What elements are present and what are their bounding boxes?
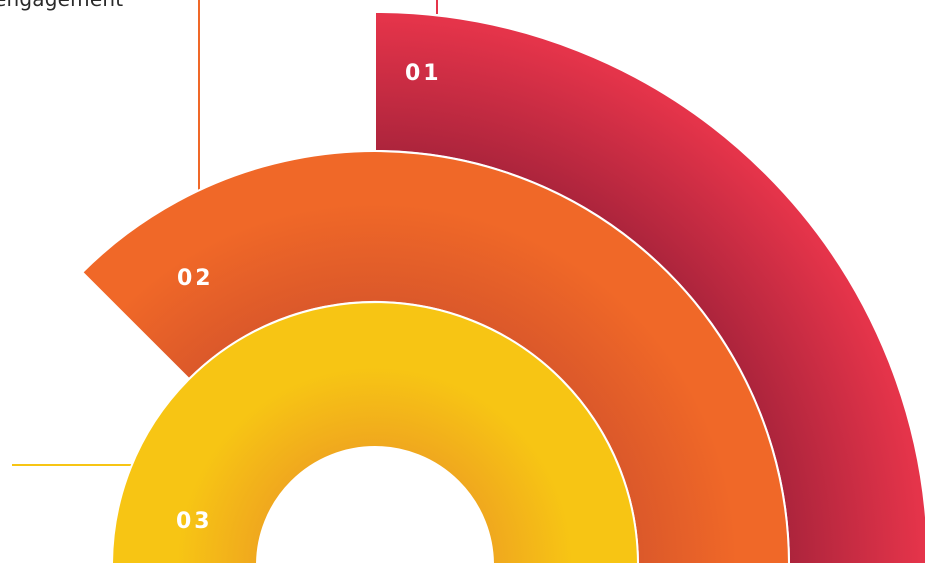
segment-arc-03: [111, 301, 639, 563]
segment-number-03: 03: [176, 509, 213, 534]
caption-text: engagement: [0, 0, 123, 11]
segment-number-01: 01: [405, 61, 442, 86]
segment-number-02: 02: [177, 266, 214, 291]
